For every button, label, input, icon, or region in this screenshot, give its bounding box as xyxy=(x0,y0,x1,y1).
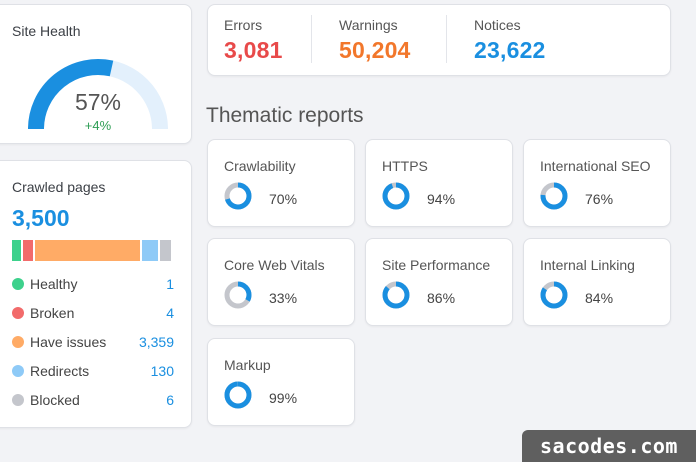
bar-segment-healthy[interactable] xyxy=(12,240,21,261)
crawled-pages-bar xyxy=(12,240,176,261)
status-dot-icon xyxy=(12,394,24,406)
report-percent: 33% xyxy=(269,290,298,306)
notices-label: Notices xyxy=(474,17,521,33)
legend-label: Have issues xyxy=(30,334,107,350)
status-dot-icon xyxy=(12,307,24,319)
notices-metric[interactable]: Notices 23,622 xyxy=(474,17,546,64)
site-health-card: Site Health 57% +4% xyxy=(0,4,192,144)
legend-label: Blocked xyxy=(30,392,80,408)
watermark: sacodes.com xyxy=(522,430,696,462)
site-health-delta: +4% xyxy=(84,118,112,133)
report-card-https[interactable]: HTTPS 94% xyxy=(365,139,513,227)
legend-count[interactable]: 6 xyxy=(166,392,174,408)
site-health-percent: 57% xyxy=(74,89,122,115)
legend-count[interactable]: 4 xyxy=(166,305,174,321)
thematic-reports-heading: Thematic reports xyxy=(206,104,364,127)
donut-icon xyxy=(540,182,568,210)
donut-icon xyxy=(382,281,410,309)
report-name: International SEO xyxy=(540,158,651,174)
donut-icon xyxy=(382,182,410,210)
report-percent: 99% xyxy=(269,390,298,406)
report-name: Internal Linking xyxy=(540,257,635,273)
bar-segment-redirects[interactable] xyxy=(142,240,158,261)
site-health-gauge xyxy=(28,59,168,130)
legend-count[interactable]: 3,359 xyxy=(138,334,174,350)
errors-metric[interactable]: Errors 3,081 xyxy=(224,17,283,64)
legend-row-have-issues[interactable]: Have issues 3,359 xyxy=(12,333,174,353)
legend-row-redirects[interactable]: Redirects 130 xyxy=(12,362,174,382)
legend-count[interactable]: 1 xyxy=(166,276,174,292)
report-card-crawlability[interactable]: Crawlability 70% xyxy=(207,139,355,227)
status-dot-icon xyxy=(12,365,24,377)
bar-segment-broken[interactable] xyxy=(23,240,33,261)
divider xyxy=(446,15,447,63)
report-card-site-performance[interactable]: Site Performance 86% xyxy=(365,238,513,326)
donut-icon xyxy=(224,182,252,210)
report-name: Site Performance xyxy=(382,257,491,273)
report-card-internal-linking[interactable]: Internal Linking 84% xyxy=(523,238,671,326)
report-card-core-web-vitals[interactable]: Core Web Vitals 33% xyxy=(207,238,355,326)
report-name: HTTPS xyxy=(382,158,428,174)
status-dot-icon xyxy=(12,336,24,348)
crawled-pages-total[interactable]: 3,500 xyxy=(12,205,70,231)
report-percent: 84% xyxy=(585,290,614,306)
report-name: Core Web Vitals xyxy=(224,257,325,273)
report-percent: 76% xyxy=(585,191,614,207)
site-health-title: Site Health xyxy=(12,23,81,39)
report-name: Markup xyxy=(224,357,271,373)
errors-label: Errors xyxy=(224,17,263,33)
report-percent: 86% xyxy=(427,290,456,306)
notices-value[interactable]: 23,622 xyxy=(474,37,546,63)
report-name: Crawlability xyxy=(224,158,296,174)
status-dot-icon xyxy=(12,278,24,290)
warnings-value[interactable]: 50,204 xyxy=(339,37,411,63)
donut-icon xyxy=(224,381,252,409)
crawled-pages-card: Crawled pages 3,500 Healthy 1 Broken 4 H… xyxy=(0,160,192,428)
donut-icon xyxy=(540,281,568,309)
crawled-pages-title: Crawled pages xyxy=(12,179,106,195)
issues-summary-card: Errors 3,081 Warnings 50,204 Notices 23,… xyxy=(207,4,671,76)
legend-row-blocked[interactable]: Blocked 6 xyxy=(12,391,174,411)
divider xyxy=(311,15,312,63)
warnings-label: Warnings xyxy=(339,17,398,33)
report-percent: 70% xyxy=(269,191,298,207)
legend-row-broken[interactable]: Broken 4 xyxy=(12,304,174,324)
errors-value[interactable]: 3,081 xyxy=(224,37,283,63)
report-percent: 94% xyxy=(427,191,456,207)
legend-count[interactable]: 130 xyxy=(150,363,174,379)
legend-label: Healthy xyxy=(30,276,78,292)
warnings-metric[interactable]: Warnings 50,204 xyxy=(339,17,411,64)
report-card-markup[interactable]: Markup 99% xyxy=(207,338,355,426)
legend-label: Broken xyxy=(30,305,75,321)
bar-segment-blocked[interactable] xyxy=(160,240,171,261)
donut-icon xyxy=(224,281,252,309)
bar-segment-have-issues[interactable] xyxy=(35,240,140,261)
legend-label: Redirects xyxy=(30,363,90,379)
report-card-international-seo[interactable]: International SEO 76% xyxy=(523,139,671,227)
legend-row-healthy[interactable]: Healthy 1 xyxy=(12,275,174,295)
